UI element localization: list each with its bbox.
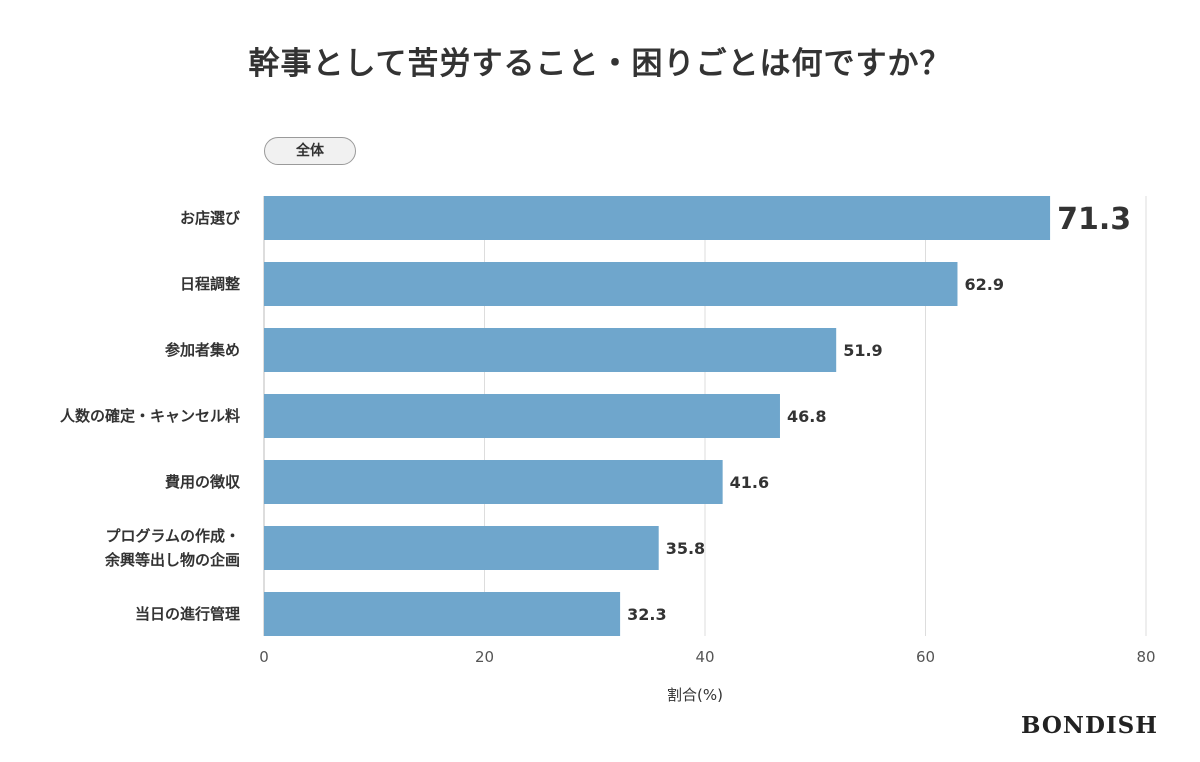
x-axis-title: 割合(%) [667,686,723,704]
category-label: 費用の徴収 [165,473,241,491]
brand-logo: BONDISH [1021,712,1158,739]
filter-pill-all[interactable]: 全体 [264,137,356,165]
data-label: 32.3 [627,605,666,624]
bar [264,394,780,438]
data-label: 51.9 [843,341,882,360]
bar [264,262,958,306]
x-tick-label: 20 [475,648,494,666]
bar [264,328,837,372]
category-label: 日程調整 [180,275,240,293]
x-tick-label: 80 [1136,648,1155,666]
bar [264,592,621,636]
bar [264,526,659,570]
data-label: 71.3 [1057,202,1131,237]
data-label: 35.8 [666,539,705,558]
category-label: 参加者集め [165,341,240,359]
category-label: 当日の進行管理 [135,605,240,623]
bar [264,196,1051,240]
x-tick-label: 0 [259,648,269,666]
category-label: プログラムの作成・ [105,527,240,545]
data-label: 41.6 [730,473,769,492]
chart-title: 幹事として苦労すること・困りごとは何ですか？ [248,46,952,82]
category-label: お店選び [180,209,240,227]
category-label: 余興等出し物の企画 [104,551,240,569]
data-label: 46.8 [787,407,826,426]
data-label: 62.9 [964,275,1003,294]
bar [264,460,723,504]
x-tick-label: 40 [695,648,714,666]
category-label: 人数の確定・キャンセル料 [60,407,240,425]
x-tick-label: 60 [916,648,935,666]
